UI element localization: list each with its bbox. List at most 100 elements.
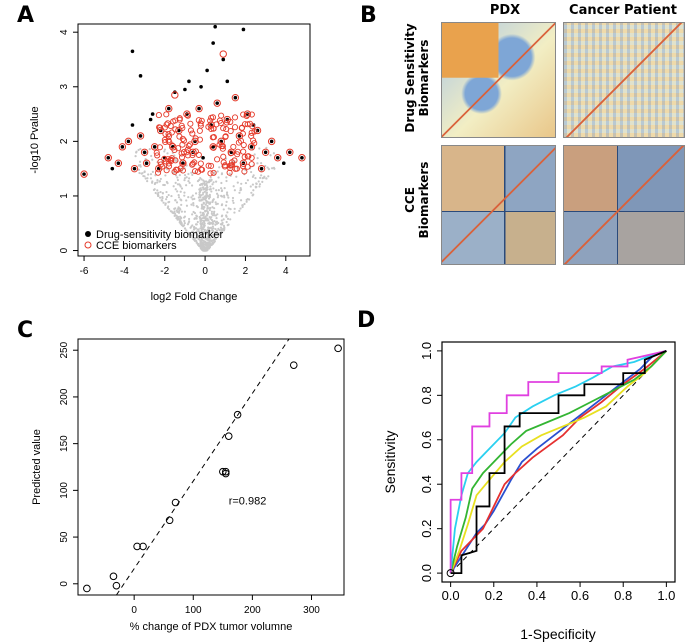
volcano-background-point xyxy=(179,221,183,224)
cce-biomarker-point xyxy=(192,168,199,175)
volcano-background-point xyxy=(206,210,209,213)
volcano-xtick-label: -6 xyxy=(80,266,89,277)
correlation-point xyxy=(334,344,342,353)
volcano-background-point xyxy=(178,174,181,177)
volcano-background-point xyxy=(213,210,216,213)
drug-biomarker-point xyxy=(259,166,264,171)
volcano-background-point xyxy=(212,181,215,184)
volcano-background-point xyxy=(220,187,223,190)
volcano-background-point xyxy=(211,206,214,209)
volcano-background-point xyxy=(195,223,198,226)
correlation-fit-line xyxy=(116,338,290,596)
volcano-background-point xyxy=(200,246,203,249)
cce-biomarker-point xyxy=(80,170,88,178)
volcano-background-point xyxy=(198,178,201,182)
volcano-background-point xyxy=(202,239,205,242)
volcano-background-point xyxy=(159,196,162,199)
cce-biomarker-point xyxy=(114,159,123,167)
volcano-background-point xyxy=(187,196,190,199)
roc-ytick-label: 1.0 xyxy=(419,342,434,360)
volcano-background-point xyxy=(231,196,235,200)
volcano-background-point xyxy=(270,167,274,170)
volcano-background-point xyxy=(232,201,235,205)
volcano-ytick-label: 0 xyxy=(59,247,70,253)
volcano-background-point xyxy=(195,241,198,244)
volcano-background-point xyxy=(187,221,190,224)
cce-biomarker-point xyxy=(198,166,206,173)
cce-biomarker-point xyxy=(168,129,175,136)
cce-biomarker-point xyxy=(231,114,239,121)
volcano-background-point xyxy=(199,220,202,223)
volcano-xtick-label: 4 xyxy=(283,266,289,277)
volcano-background-point xyxy=(194,192,198,195)
correlation-ytick-label: 200 xyxy=(59,388,70,405)
cce-biomarker-point xyxy=(184,112,191,119)
volcano-background-point xyxy=(200,178,203,181)
volcano-background-point xyxy=(228,172,231,175)
volcano-background-point xyxy=(231,199,234,202)
cce-biomarker-point xyxy=(210,169,217,176)
roc-xtick-label: 0.0 xyxy=(442,588,460,603)
volcano-background-point xyxy=(183,215,187,218)
cce-biomarker-point xyxy=(165,131,172,138)
cce-biomarker-point xyxy=(104,154,112,162)
volcano-background-point xyxy=(215,189,218,192)
volcano-background-point xyxy=(227,207,230,210)
volcano-background-point xyxy=(196,220,199,224)
volcano-background-point xyxy=(149,177,153,180)
volcano-background-point xyxy=(209,185,212,188)
drug-biomarker-point xyxy=(148,117,153,122)
volcano-background-point xyxy=(209,187,212,191)
cce-biomarker-point xyxy=(241,153,248,161)
cce-biomarker-point xyxy=(118,143,127,151)
volcano-ytick-label: 1 xyxy=(59,193,70,199)
drug-biomarker-point xyxy=(82,172,86,176)
volcano-background-point xyxy=(215,192,219,195)
cce-biomarker-point xyxy=(136,132,145,140)
volcano-background-point xyxy=(249,185,252,188)
cce-biomarker-point xyxy=(189,148,197,156)
volcano-background-point xyxy=(198,188,201,191)
volcano-background-point xyxy=(206,185,209,189)
cce-biomarker-point xyxy=(234,151,241,158)
panel-letter-d: D xyxy=(357,308,376,333)
volcano-background-point xyxy=(198,216,202,220)
drug-biomarker-point xyxy=(205,68,209,73)
cce-biomarker-point xyxy=(219,143,226,150)
volcano-background-point xyxy=(163,150,166,153)
volcano-background-point xyxy=(134,155,137,158)
volcano-background-point xyxy=(205,237,208,240)
volcano-background-point xyxy=(183,177,187,180)
cce-biomarker-point xyxy=(246,120,254,127)
roc-ytick-label: 0.6 xyxy=(419,431,434,449)
volcano-background-point xyxy=(222,218,225,221)
roc-ytick-label: 0.2 xyxy=(419,520,434,538)
correlation-xlabel: % change of PDX tumor volumne xyxy=(130,621,293,633)
cce-biomarker-point xyxy=(140,148,149,156)
volcano-xtick-label: 2 xyxy=(243,266,249,277)
volcano-background-point xyxy=(210,190,213,193)
volcano-background-point xyxy=(211,183,214,186)
volcano-background-point xyxy=(213,171,216,174)
volcano-background-point xyxy=(199,239,202,242)
volcano-background-point xyxy=(173,212,177,215)
volcano-background-point xyxy=(190,225,193,228)
cce-biomarker-point xyxy=(167,122,174,129)
volcano-background-point xyxy=(217,221,220,225)
cce-biomarker-point xyxy=(196,136,203,143)
volcano-background-point xyxy=(214,233,218,236)
volcano-background-point xyxy=(225,191,229,194)
cce-biomarker-point xyxy=(207,170,214,177)
volcano-background-point xyxy=(167,205,170,208)
volcano-background-point xyxy=(151,170,154,173)
drug-biomarker-point xyxy=(233,95,238,100)
volcano-background-point xyxy=(205,184,209,187)
cce-biomarker-point xyxy=(171,168,178,175)
volcano-background-point xyxy=(177,196,181,199)
volcano-background-point xyxy=(153,182,156,186)
correlation-ytick-label: 100 xyxy=(59,482,70,499)
cce-biomarker-point xyxy=(214,156,221,163)
volcano-background-point xyxy=(185,229,188,232)
volcano-background-point xyxy=(216,170,219,173)
volcano-background-point xyxy=(232,185,235,188)
